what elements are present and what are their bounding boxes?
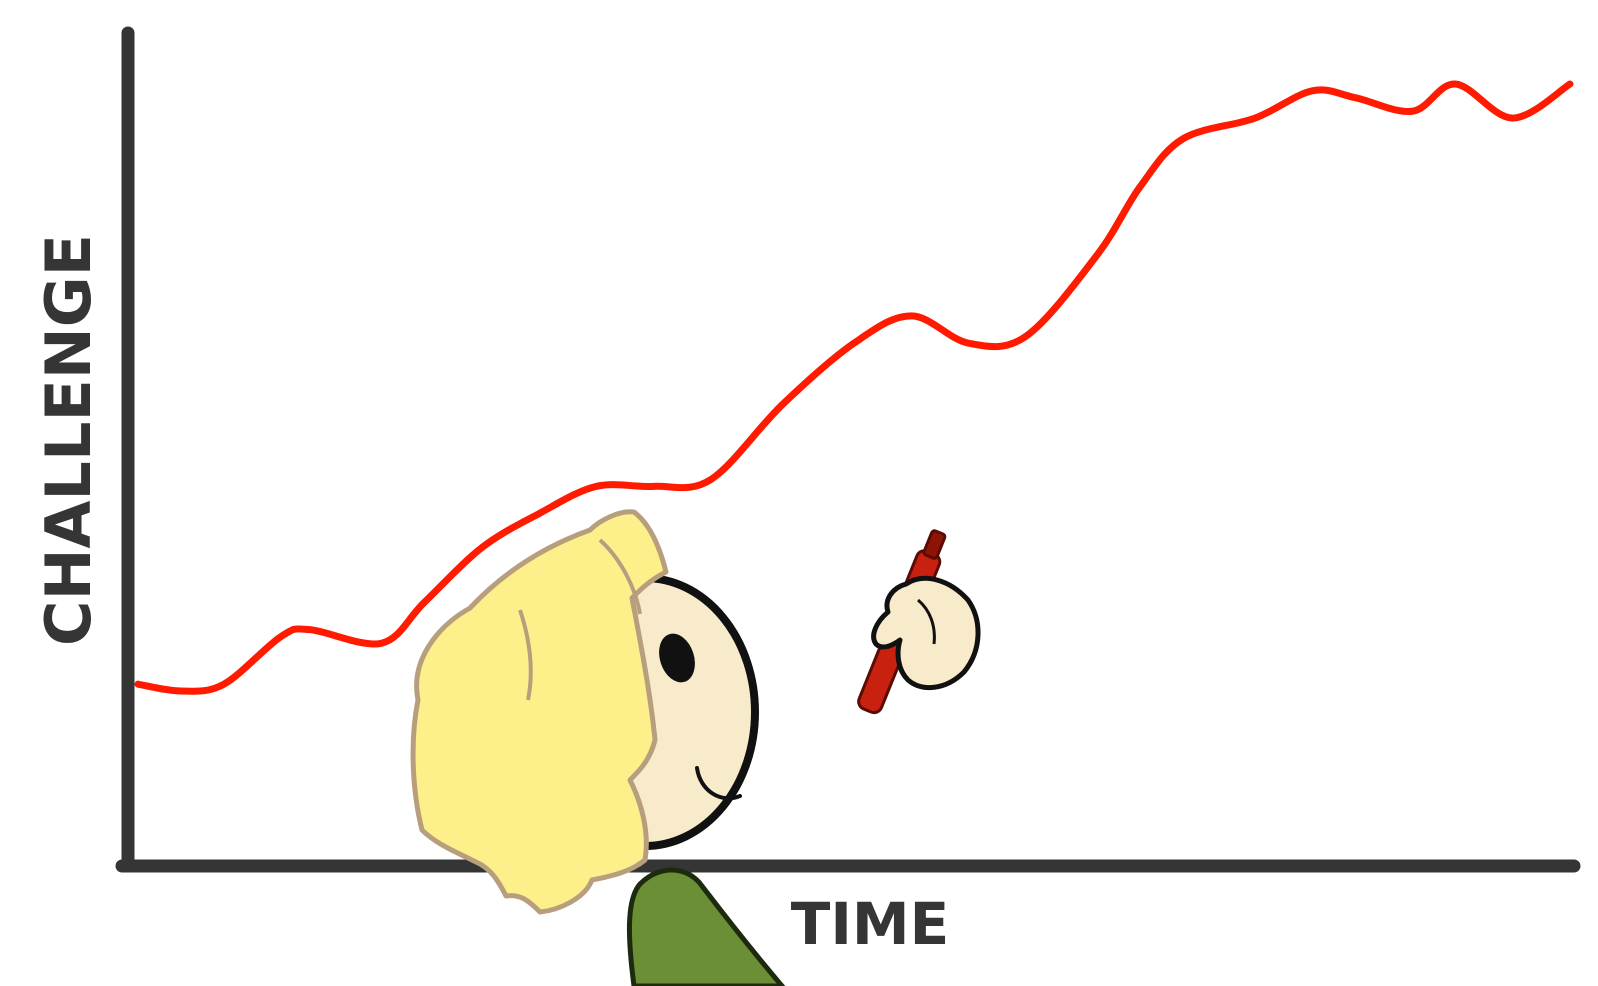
hair-strand xyxy=(518,609,533,701)
character-illustration xyxy=(410,509,786,986)
finger-line xyxy=(916,598,936,645)
smile xyxy=(695,766,742,801)
hand-with-marker xyxy=(857,529,981,715)
hair xyxy=(410,509,669,915)
shirt xyxy=(626,867,786,986)
series-line-challenge xyxy=(134,80,1574,695)
hand xyxy=(871,575,981,691)
hair-strand xyxy=(598,538,642,615)
x-axis-label: TIME xyxy=(791,890,949,958)
eye xyxy=(659,633,695,683)
y-axis-label: CHALLENGE xyxy=(32,234,105,646)
